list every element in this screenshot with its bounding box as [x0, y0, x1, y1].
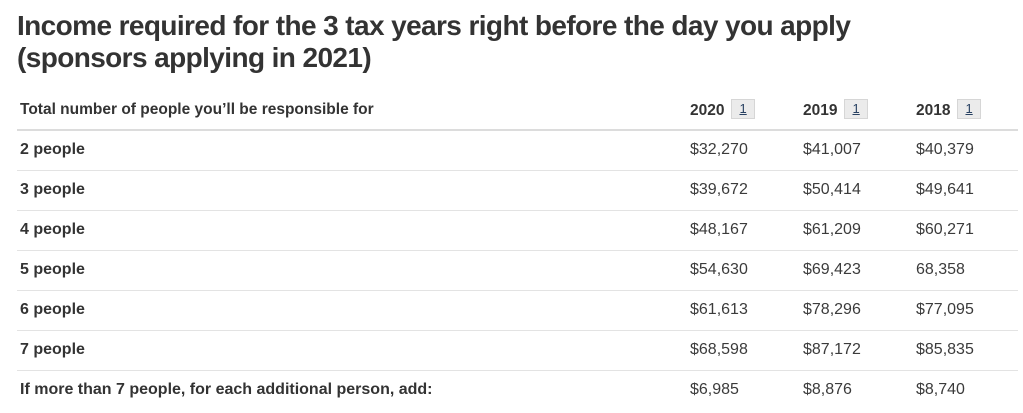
year-label-2019: 2019 [803, 102, 838, 119]
table-row: 6 people $61,613 $78,296 $77,095 [17, 290, 1018, 331]
row-label-additional-person: If more than 7 people, for each addition… [20, 381, 433, 399]
cell-7-people-2019: $87,172 [800, 330, 913, 371]
row-label-4-people: 4 people [17, 210, 687, 251]
cell-3-people-2018: $49,641 [913, 170, 1018, 211]
cell-4-people-2018: $60,271 [913, 210, 1018, 251]
cell-5-people-2019: $69,423 [800, 250, 913, 291]
year-label-2018: 2018 [916, 102, 951, 119]
row-label-2-people: 2 people [17, 130, 687, 171]
table-row: If more than 7 people, for each addition… [17, 370, 1018, 410]
page-title-line-1: Income required for the 3 tax years righ… [17, 10, 851, 41]
cell-additional-2019: $8,876 [803, 381, 852, 399]
income-requirements-table: Total number of people you’ll be respons… [17, 90, 1018, 410]
cell-5-people-2018: 68,358 [913, 250, 1018, 291]
table-row: 7 people $68,598 $87,172 $85,835 [17, 330, 1018, 371]
row-label-7-people: 7 people [17, 330, 687, 371]
cell-2-people-2019: $41,007 [800, 130, 913, 171]
cell-7-people-2020: $68,598 [687, 330, 800, 371]
cell-additional-2018: $8,740 [916, 381, 965, 399]
column-header-2019: 2019 1 [800, 90, 913, 131]
table-row: 4 people $48,167 $61,209 $60,271 [17, 210, 1018, 251]
cell-5-people-2020: $54,630 [687, 250, 800, 291]
table-row: 5 people $54,630 $69,423 68,358 [17, 250, 1018, 291]
cell-6-people-2018: $77,095 [913, 290, 1018, 331]
cell-4-people-2019: $61,209 [800, 210, 913, 251]
cell-3-people-2019: $50,414 [800, 170, 913, 211]
cell-3-people-2020: $39,672 [687, 170, 800, 211]
cell-2-people-2018: $40,379 [913, 130, 1018, 171]
cell-6-people-2019: $78,296 [800, 290, 913, 331]
row-label-5-people: 5 people [17, 250, 687, 291]
table-row: 3 people $39,672 $50,414 $49,641 [17, 170, 1018, 211]
cell-2-people-2020: $32,270 [687, 130, 800, 171]
footnote-1-link-2018[interactable]: 1 [957, 99, 981, 119]
page-title-line-2: (sponsors applying in 2021) [17, 42, 372, 73]
column-header-2018: 2018 1 [913, 90, 1018, 131]
table-row: 2 people $32,270 $41,007 $40,379 [17, 130, 1018, 171]
footnote-1-link-2020[interactable]: 1 [731, 99, 755, 119]
page-title: Income required for the 3 tax years righ… [17, 10, 1018, 74]
cell-7-people-2018: $85,835 [913, 330, 1018, 371]
footnote-1-link-2019[interactable]: 1 [844, 99, 868, 119]
row-label-3-people: 3 people [17, 170, 687, 211]
year-label-2020: 2020 [690, 102, 725, 119]
row-label-6-people: 6 people [17, 290, 687, 331]
table-header-row: Total number of people you’ll be respons… [17, 90, 1018, 131]
cell-additional-2020: $6,985 [690, 381, 739, 399]
cell-4-people-2020: $48,167 [687, 210, 800, 251]
column-header-people: Total number of people you’ll be respons… [17, 90, 687, 131]
column-header-2020: 2020 1 [687, 90, 800, 131]
cell-6-people-2020: $61,613 [687, 290, 800, 331]
